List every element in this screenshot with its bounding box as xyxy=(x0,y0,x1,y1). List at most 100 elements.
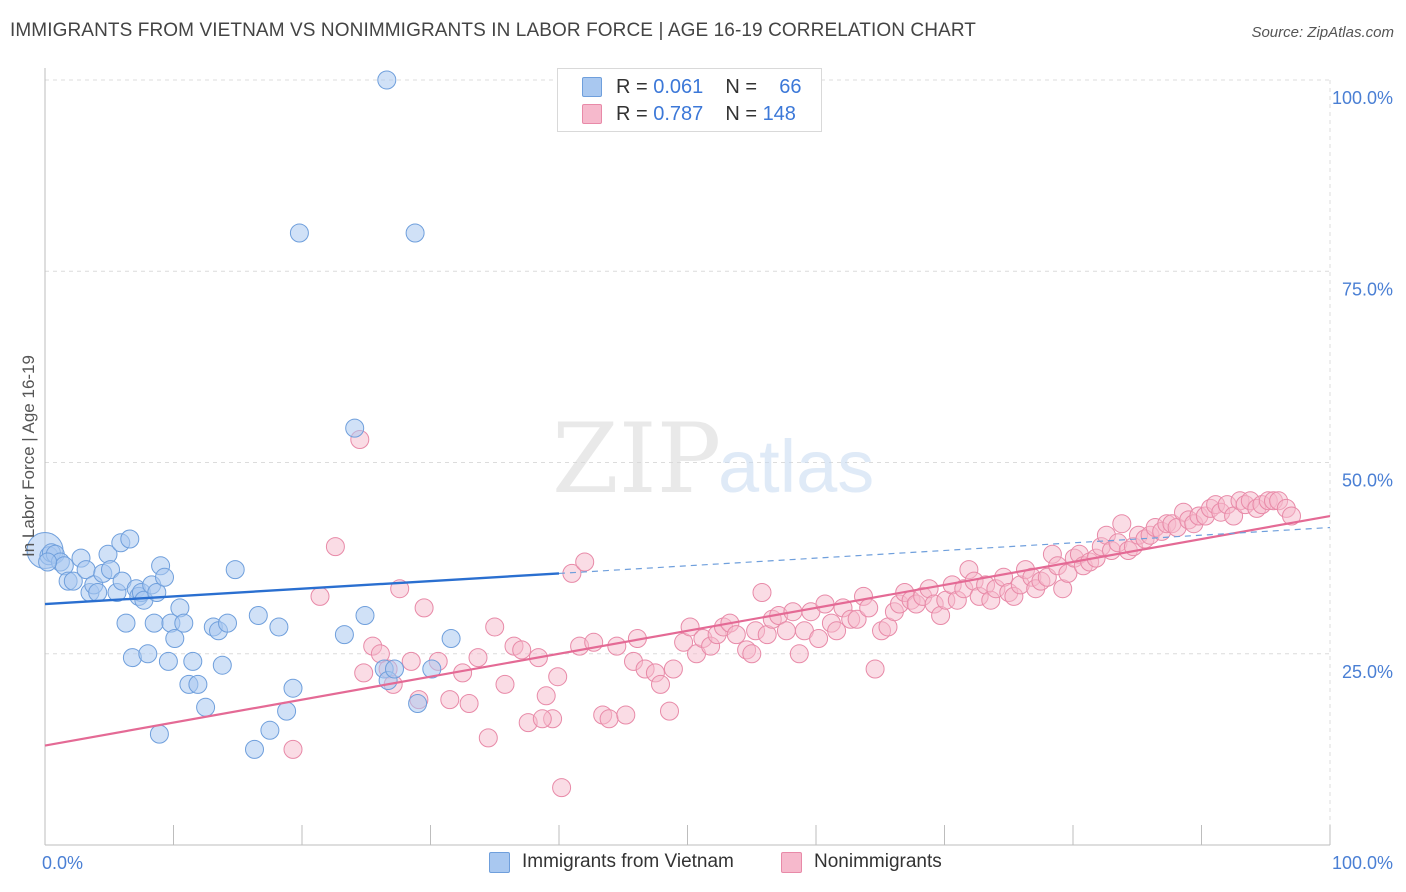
vietnam-point xyxy=(158,651,178,671)
vietnam-point xyxy=(120,529,140,549)
y-tick-label: 75.0% xyxy=(1342,279,1393,299)
x-tick-label-max: 100.0% xyxy=(1332,853,1393,873)
nonimmigrants-point xyxy=(310,586,330,606)
nonimmigrants-point xyxy=(401,651,421,671)
vietnam-point xyxy=(63,571,83,591)
vietnam-points xyxy=(26,70,461,759)
nonimmigrants-point xyxy=(789,644,809,664)
vietnam-point xyxy=(283,678,303,698)
nonimmigrants-point xyxy=(1282,506,1301,526)
source-label: Source: ZipAtlas.com xyxy=(1251,24,1394,41)
vietnam-point xyxy=(248,606,268,625)
y-axis-label: In Labor Force | Age 16-19 xyxy=(19,355,38,557)
nonimmigrants-point xyxy=(726,625,746,645)
vietnam-point xyxy=(355,606,375,625)
vietnam-point xyxy=(38,552,58,572)
vietnam-point xyxy=(138,644,158,664)
vietnam-trend-line xyxy=(44,572,560,606)
chart-title: IMMIGRANTS FROM VIETNAM VS NONIMMIGRANTS… xyxy=(10,20,977,41)
vietnam-point xyxy=(149,724,169,744)
legend-r-label: R = xyxy=(616,102,648,125)
nonimmigrants-point xyxy=(827,621,847,641)
nonimmigrants-point xyxy=(663,659,683,679)
vietnam-point xyxy=(408,694,428,713)
bottom-legend-swatch-vietnam xyxy=(489,851,510,873)
vietnam-point xyxy=(212,655,232,675)
vietnam-point xyxy=(289,223,309,243)
nonimmigrants-trend-line xyxy=(44,514,1331,747)
nonimmigrants-point xyxy=(495,674,515,694)
vietnam-point xyxy=(405,223,425,243)
legend-n-label: N = xyxy=(725,102,757,125)
nonimmigrants-point xyxy=(1112,514,1132,534)
vietnam-point xyxy=(196,697,216,717)
legend-n-value: 148 xyxy=(762,102,796,125)
nonimmigrants-point xyxy=(478,728,498,748)
nonimmigrants-point xyxy=(776,621,796,641)
bottom-legend-swatch-nonimmigrants xyxy=(781,851,802,873)
watermark-zip: ZIP xyxy=(552,403,721,515)
nonimmigrants-point xyxy=(532,709,552,729)
vietnam-point xyxy=(155,567,174,587)
bottom-legend-vietnam: Immigrants from Vietnam xyxy=(489,851,734,873)
nonimmigrants-point xyxy=(742,644,762,664)
nonimmigrants-point xyxy=(607,636,627,656)
nonimmigrants-point xyxy=(440,690,460,710)
nonimmigrants-point xyxy=(616,705,636,725)
vietnam-point xyxy=(422,659,442,679)
legend-r-label: R = xyxy=(616,75,648,98)
vietnam-point xyxy=(225,560,245,580)
y-tick-label: 50.0% xyxy=(1342,471,1393,491)
nonimmigrants-point xyxy=(752,583,772,602)
nonimmigrants-point xyxy=(283,739,303,759)
nonimmigrants-point xyxy=(325,537,345,557)
bottom-legend-label-nonimmigrants: Nonimmigrants xyxy=(814,851,942,872)
legend-row-vietnam: R = 0.061 N = 66 xyxy=(582,75,801,99)
legend-swatch-nonimmigrants xyxy=(582,104,602,124)
bottom-legend-label-vietnam: Immigrants from Vietnam xyxy=(522,851,734,872)
watermark: ZIP atlas xyxy=(552,403,874,515)
vietnam-point xyxy=(188,674,208,694)
vietnam-point xyxy=(183,651,203,671)
vietnam-point xyxy=(441,629,461,648)
trend-lines xyxy=(44,514,1331,747)
vietnam-point xyxy=(101,560,120,580)
vietnam-point xyxy=(218,613,237,633)
legend-swatch-vietnam xyxy=(582,77,602,97)
vietnam-point xyxy=(345,418,365,438)
vietnam-point xyxy=(277,701,297,721)
legend-r-value: 0.061 xyxy=(653,75,704,98)
vietnam-point xyxy=(88,583,108,602)
legend-n-value: 66 xyxy=(779,75,802,98)
vietnam-point xyxy=(165,629,185,648)
nonimmigrants-point xyxy=(354,663,374,683)
nonimmigrants-point xyxy=(865,659,885,679)
nonimmigrants-point xyxy=(575,552,595,572)
nonimmigrants-point xyxy=(459,694,479,713)
watermark-atlas: atlas xyxy=(718,425,874,508)
legend-row-nonimmigrants: R = 0.787 N = 148 xyxy=(582,102,796,126)
vietnam-trend-extension xyxy=(558,526,1331,575)
nonimmigrants-point xyxy=(414,598,434,618)
nonimmigrants-point xyxy=(660,701,679,721)
axes xyxy=(44,68,1331,846)
nonimmigrants-point xyxy=(859,598,879,618)
nonimmigrants-point xyxy=(468,648,488,668)
y-tick-label: 100.0% xyxy=(1332,88,1393,108)
x-tick-label-min: 0.0% xyxy=(42,853,83,873)
vietnam-point xyxy=(116,613,136,633)
vietnam-point xyxy=(385,659,404,679)
legend-n-label: N = xyxy=(725,75,757,98)
vietnam-point xyxy=(174,613,194,633)
nonimmigrants-point xyxy=(599,709,619,729)
nonimmigrants-point xyxy=(512,640,532,660)
tick-labels: 25.0% 50.0% 75.0% 100.0% 0.0% 100.0% xyxy=(42,88,1393,873)
nonimmigrants-point xyxy=(536,686,556,706)
correlation-legend: R = 0.061 N = 66 R = 0.787 N = 148 xyxy=(557,68,822,132)
vietnam-point xyxy=(269,617,289,637)
nonimmigrants-point xyxy=(809,629,829,648)
nonimmigrants-point xyxy=(651,674,670,694)
vietnam-point xyxy=(144,613,164,633)
legend-r-value: 0.787 xyxy=(653,102,704,125)
